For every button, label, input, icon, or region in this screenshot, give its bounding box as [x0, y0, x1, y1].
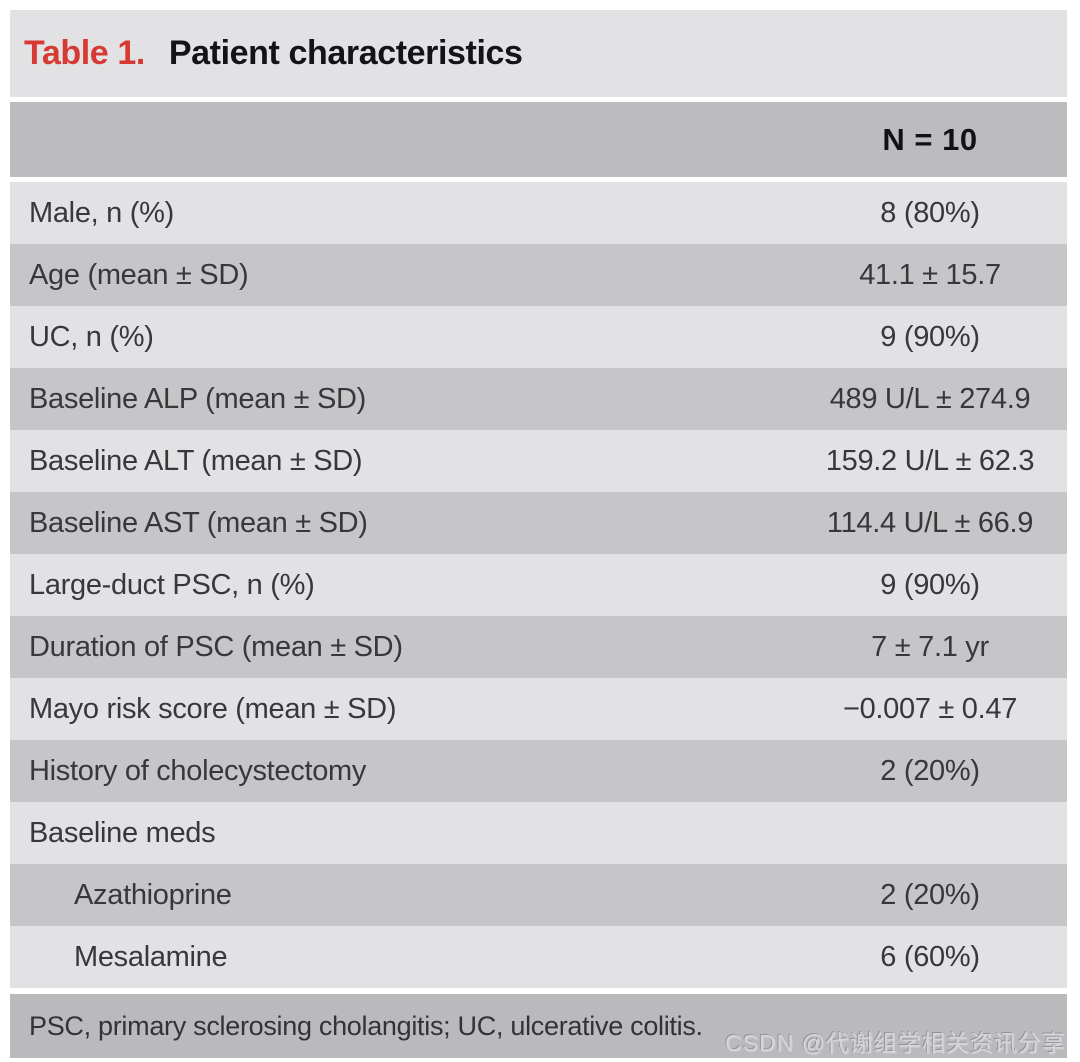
row-value: 41.1 ± 15.7 [859, 258, 1001, 291]
row-label: Large-duct PSC, n (%) [29, 568, 315, 601]
table-title: Table 1. Patient characteristics [10, 10, 1067, 97]
table-row: Baseline ALP (mean ± SD) 489 U/L ± 274.9 [10, 368, 1067, 430]
column-header-n: N = 10 [882, 121, 978, 157]
row-value: 2 (20%) [880, 754, 980, 787]
table-row: Male, n (%) 8 (80%) [10, 182, 1067, 244]
table-title-number: Table 1. [24, 34, 145, 72]
table-row: UC, n (%) 9 (90%) [10, 306, 1067, 368]
row-label: Baseline ALT (mean ± SD) [29, 444, 363, 477]
row-label: Duration of PSC (mean ± SD) [29, 630, 403, 663]
table-row: Baseline ALT (mean ± SD) 159.2 U/L ± 62.… [10, 430, 1067, 492]
row-label: Baseline meds [29, 816, 216, 849]
table-body: Male, n (%) 8 (80%) Age (mean ± SD) 41.1… [10, 182, 1067, 988]
row-value: 8 (80%) [880, 196, 980, 229]
row-label: History of cholecystectomy [29, 754, 367, 787]
table-row: Baseline AST (mean ± SD) 114.4 U/L ± 66.… [10, 492, 1067, 554]
footnote-text: PSC, primary sclerosing cholangitis; UC,… [29, 1010, 703, 1041]
row-value: 489 U/L ± 274.9 [829, 382, 1031, 415]
table-row: Large-duct PSC, n (%) 9 (90%) [10, 554, 1067, 616]
row-value: 6 (60%) [880, 940, 980, 973]
row-value: 2 (20%) [880, 878, 980, 911]
row-value: 159.2 U/L ± 62.3 [825, 444, 1035, 477]
row-label: Baseline ALP (mean ± SD) [29, 382, 367, 415]
row-value: 7 ± 7.1 yr [871, 630, 989, 663]
row-label: Azathioprine [74, 878, 232, 911]
row-label: Mesalamine [74, 940, 228, 973]
row-label: Age (mean ± SD) [29, 258, 249, 291]
row-label: UC, n (%) [29, 320, 154, 353]
row-label: Mayo risk score (mean ± SD) [29, 692, 397, 725]
table-row: Duration of PSC (mean ± SD) 7 ± 7.1 yr [10, 616, 1067, 678]
table-title-text: Patient characteristics [168, 34, 523, 72]
table-row: Mayo risk score (mean ± SD) −0.007 ± 0.4… [10, 678, 1067, 740]
row-label: Male, n (%) [29, 196, 174, 229]
table-row: Age (mean ± SD) 41.1 ± 15.7 [10, 244, 1067, 306]
row-value: 9 (90%) [880, 568, 980, 601]
table-row: History of cholecystectomy 2 (20%) [10, 740, 1067, 802]
row-value: −0.007 ± 0.47 [842, 692, 1018, 725]
table-footnote: PSC, primary sclerosing cholangitis; UC,… [10, 994, 1067, 1058]
row-value: 114.4 U/L ± 66.9 [826, 506, 1034, 539]
table-row: Mesalamine 6 (60%) [10, 926, 1067, 988]
table-row: Azathioprine 2 (20%) [10, 864, 1067, 926]
row-value: 9 (90%) [880, 320, 980, 353]
patient-characteristics-table: Table 1. Patient characteristics N = 10 … [10, 10, 1067, 1058]
table-row-section: Baseline meds [10, 802, 1067, 864]
row-label: Baseline AST (mean ± SD) [29, 506, 368, 539]
table-header-row: N = 10 [10, 102, 1067, 177]
